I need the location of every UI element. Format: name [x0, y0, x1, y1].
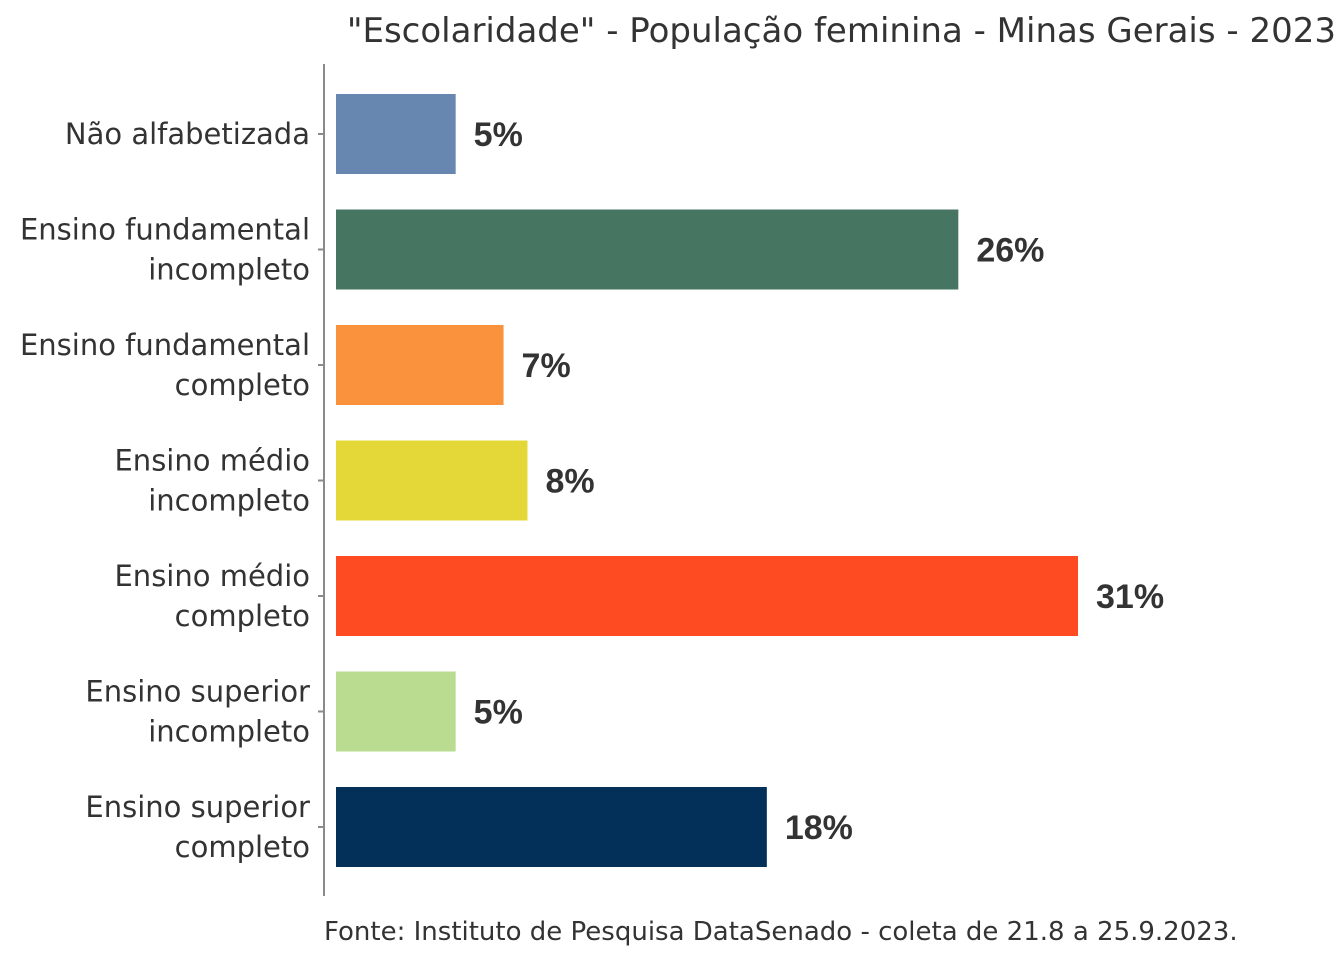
value-label: 8% — [545, 463, 594, 501]
value-label: 5% — [474, 116, 523, 154]
category-label: incompleto — [148, 715, 310, 749]
category-label: incompleto — [148, 484, 310, 518]
value-label: 18% — [785, 809, 853, 847]
category-label: Ensino médio — [114, 559, 310, 593]
bars-group: 5% Não alfabetizada 26% Ensino fundamental i… — [20, 94, 1164, 867]
bar — [336, 671, 456, 752]
category-label: completo — [175, 599, 310, 633]
chart-title: "Escolaridade" - População feminina - Mi… — [347, 11, 1336, 51]
category-label: Ensino médio — [114, 444, 310, 478]
category-label: completo — [175, 830, 310, 864]
value-label: 26% — [976, 232, 1044, 270]
bar — [336, 94, 456, 174]
bar — [336, 325, 504, 405]
category-label: Ensino superior — [85, 675, 310, 709]
source-note: Fonte: Instituto de Pesquisa DataSenado … — [324, 917, 1238, 947]
bar — [336, 787, 767, 867]
category-label: Ensino superior — [85, 790, 310, 824]
category-label: incompleto — [148, 253, 310, 287]
category-label: Ensino fundamental — [20, 328, 310, 362]
category-label: completo — [175, 368, 310, 402]
value-label: 5% — [474, 694, 523, 732]
value-label: 7% — [522, 347, 571, 385]
category-label: Não alfabetizada — [65, 117, 310, 151]
value-label: 31% — [1096, 578, 1164, 616]
category-label: Ensino fundamental — [20, 213, 310, 247]
bar — [336, 556, 1078, 636]
bar — [336, 440, 528, 521]
bar — [336, 209, 959, 290]
